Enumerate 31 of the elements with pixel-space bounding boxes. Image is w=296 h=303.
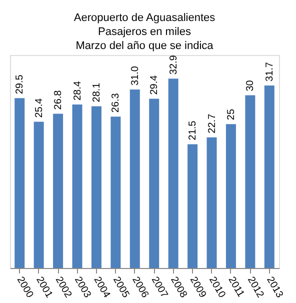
data-label: 25 xyxy=(226,108,237,120)
data-label: 31.7 xyxy=(264,62,276,82)
bar xyxy=(188,144,198,268)
bar xyxy=(53,114,64,268)
data-label: 29.5 xyxy=(14,74,26,94)
bar xyxy=(168,78,178,268)
data-label: 25.4 xyxy=(34,98,45,118)
data-label: 32.9 xyxy=(168,54,180,75)
bar xyxy=(245,95,256,268)
text: Pasajeros en miles xyxy=(98,26,191,38)
data-label: 26.3 xyxy=(110,92,122,113)
data-label: 22.7 xyxy=(206,113,218,134)
bar xyxy=(110,116,121,268)
bar xyxy=(206,137,217,268)
data-label: 31.0 xyxy=(130,66,141,86)
bar xyxy=(130,90,140,268)
data-label: 26.8 xyxy=(53,90,64,110)
bar xyxy=(14,98,25,268)
bar xyxy=(91,106,102,268)
data-label: 30 xyxy=(245,80,256,92)
bar xyxy=(226,124,236,268)
data-label: 29.4 xyxy=(149,74,160,95)
bar xyxy=(72,104,82,268)
bar xyxy=(264,86,274,268)
data-label: 28.4 xyxy=(72,80,84,101)
bar xyxy=(149,98,160,268)
text: Marzo del año que se indica xyxy=(76,40,214,52)
data-label: 28.1 xyxy=(91,82,102,102)
bar xyxy=(34,122,44,268)
text: Aeropuerto de Aguasalientes xyxy=(74,12,216,24)
data-label: 21.5 xyxy=(188,120,199,140)
